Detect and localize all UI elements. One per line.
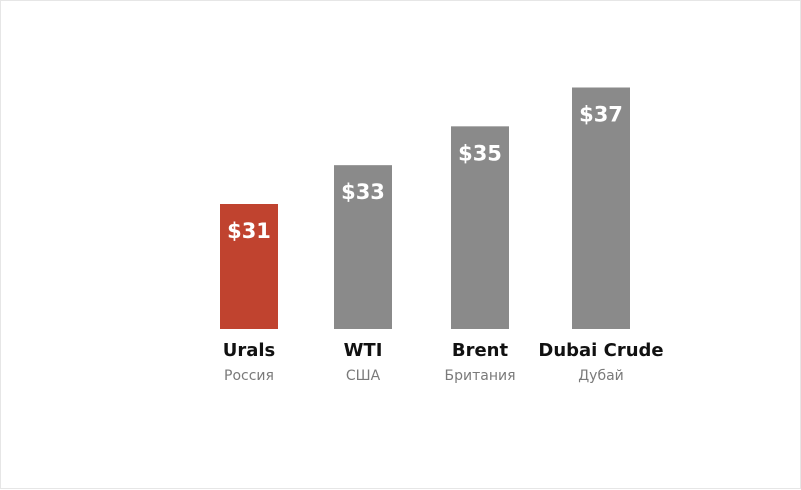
bar-value-label: $31: [227, 219, 271, 243]
bar-wti: [334, 165, 392, 329]
category-label: Dubai Crude: [538, 340, 663, 361]
category-sublabel: США: [346, 368, 381, 384]
category-sublabel: Британия: [445, 368, 516, 384]
category-sublabel: Россия: [224, 368, 274, 384]
bar-dubai-crude: [572, 87, 630, 329]
category-sublabel: Дубай: [578, 368, 624, 384]
category-label: WTI: [344, 340, 383, 361]
bar-brent: [451, 126, 509, 329]
category-label: Brent: [452, 340, 509, 361]
bar-value-label: $33: [341, 180, 385, 204]
bar-value-label: $37: [579, 103, 623, 127]
category-label: Urals: [223, 340, 276, 361]
bar-value-label: $35: [458, 141, 502, 165]
bar-urals: [220, 204, 278, 329]
